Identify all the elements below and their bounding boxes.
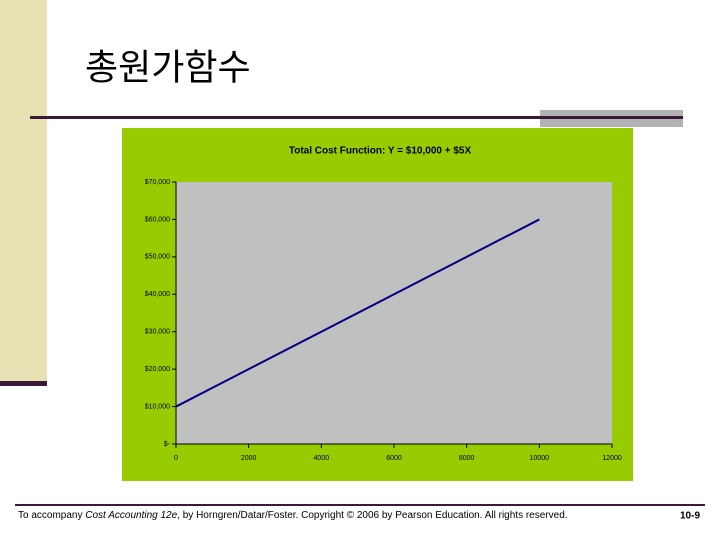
footer-book: Cost Accounting 12e [85,510,177,521]
footer-rule [15,504,705,506]
page-number: 10-9 [680,511,700,522]
y-tick-label: $30,000 [145,329,170,336]
y-tick-label: $- [164,441,171,448]
x-tick-label: 4000 [314,455,330,462]
y-tick-label: $70,000 [145,179,170,186]
footer-text: , by Horngren/Datar/Foster. Copyright © … [177,510,567,521]
line [175,218,540,408]
x-tick-label: 6000 [386,455,402,462]
y-tick-label: $50,000 [145,254,170,261]
footer-text: To accompany [18,510,85,521]
x-tick-label: 8000 [459,455,475,462]
x-tick-label: 2000 [241,455,257,462]
chart-title: Total Cost Function: Y = $10,000 + $5X [289,146,472,157]
side-bar [0,0,47,383]
x-tick-label: 10000 [530,455,550,462]
side-bar-base [0,381,47,386]
y-tick-label: $60,000 [145,216,170,223]
plot-area [176,182,612,444]
footer: To accompany Cost Accounting 12e, by Hor… [18,510,568,521]
x-tick-label: 12000 [602,455,622,462]
title-rule [30,116,683,119]
slide-title: 총원가함수 [85,47,251,88]
y-tick-label: $10,000 [145,403,170,410]
y-tick-label: $20,000 [145,366,170,373]
y-tick-label: $40,000 [145,291,170,298]
x-tick-label: 0 [174,455,178,462]
